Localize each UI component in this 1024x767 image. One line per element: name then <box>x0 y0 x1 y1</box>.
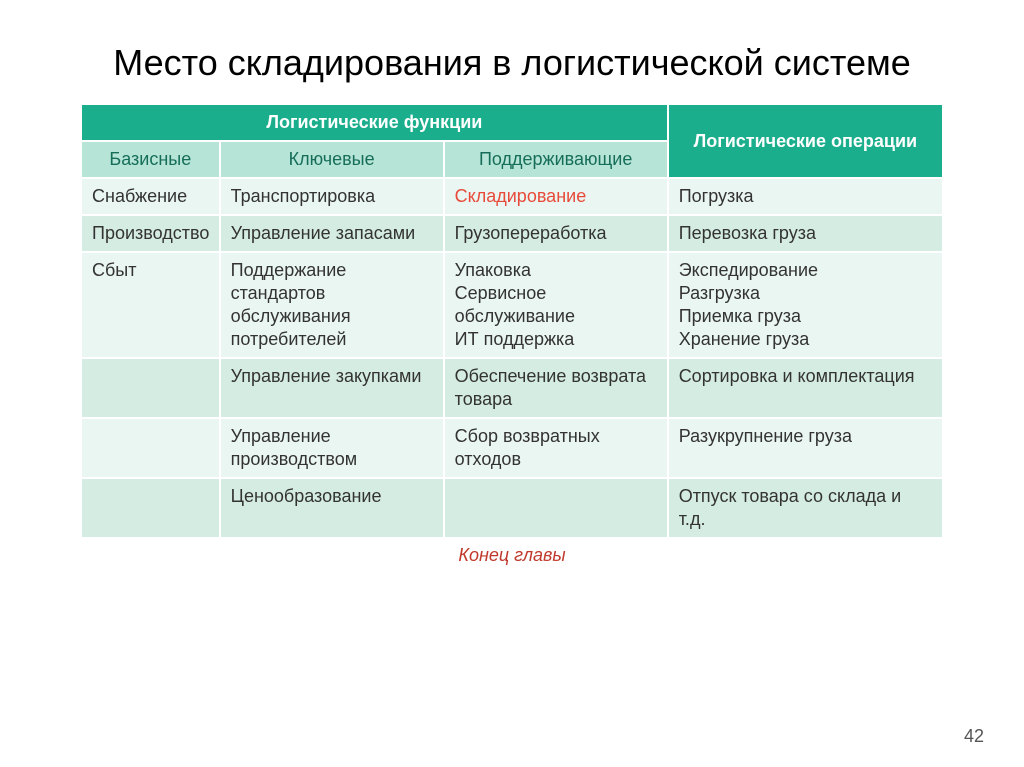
table-cell: Погрузка <box>669 179 942 214</box>
table-cell <box>445 479 667 537</box>
table-cell: Сбыт <box>82 253 219 357</box>
table-cell: Снабжение <box>82 179 219 214</box>
table-cell: Управление запасами <box>221 216 443 251</box>
logistics-table: Логистические функцииЛогистические опера… <box>80 103 944 539</box>
table-cell: Поддержание стандартов обслуживания потр… <box>221 253 443 357</box>
table-cell: Складирование <box>445 179 667 214</box>
header-operations: Логистические операции <box>669 105 942 177</box>
table-cell: Перевозка груза <box>669 216 942 251</box>
table-cell <box>82 359 219 417</box>
table-cell: Управление закупками <box>221 359 443 417</box>
subheader-cell: Ключевые <box>221 142 443 177</box>
table-cell: Производство <box>82 216 219 251</box>
table-cell <box>82 479 219 537</box>
table-cell: Отпуск товара со склада и т.д. <box>669 479 942 537</box>
header-functions: Логистические функции <box>82 105 667 140</box>
table-cell: Обеспечение возврата товара <box>445 359 667 417</box>
table-cell: Управление производством <box>221 419 443 477</box>
table-cell: Сортировка и комплектация <box>669 359 942 417</box>
page-number: 42 <box>964 726 984 747</box>
table-cell: ЭкспедированиеРазгрузкаПриемка грузаХран… <box>669 253 942 357</box>
table-cell: Грузопереработка <box>445 216 667 251</box>
table-cell: Ценообразование <box>221 479 443 537</box>
table-cell: Разукрупнение груза <box>669 419 942 477</box>
subheader-cell: Поддерживающие <box>445 142 667 177</box>
table-cell: Транспортировка <box>221 179 443 214</box>
slide-title: Место складирования в логистической сист… <box>80 40 944 85</box>
table-cell: Сбор возвратных отходов <box>445 419 667 477</box>
table-cell: УпаковкаСервисное обслуживаниеИТ поддерж… <box>445 253 667 357</box>
chapter-end-label: Конец главы <box>80 545 944 566</box>
subheader-cell: Базисные <box>82 142 219 177</box>
table-cell <box>82 419 219 477</box>
